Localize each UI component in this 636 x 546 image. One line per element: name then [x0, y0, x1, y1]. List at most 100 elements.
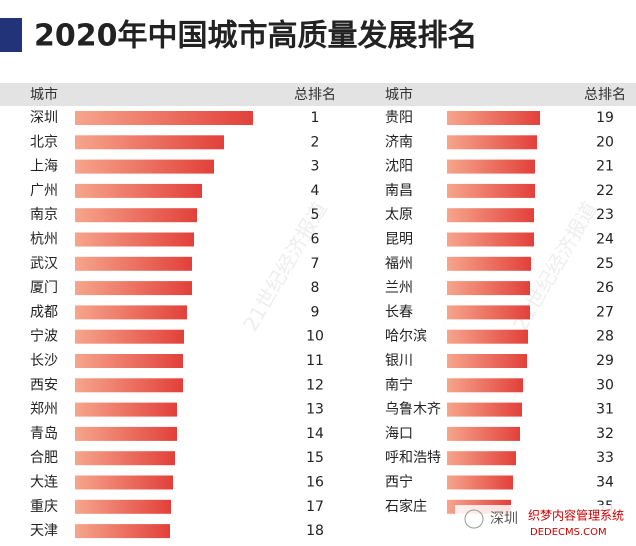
- column-header: 城市: [30, 86, 58, 103]
- bar: [447, 329, 528, 344]
- bar: [75, 499, 171, 514]
- bar: [75, 256, 192, 271]
- category-label: 成都: [30, 304, 58, 320]
- rank-label: 2: [311, 134, 320, 150]
- rank-label: 32: [596, 426, 614, 442]
- category-label: 杭州: [30, 232, 58, 248]
- category-label: 贵阳: [385, 110, 413, 126]
- header-band: [0, 83, 636, 106]
- bar: [75, 135, 224, 150]
- watermark-brand: 织梦内容管理系统: [528, 508, 624, 523]
- bar: [75, 159, 214, 174]
- bar: [75, 329, 184, 344]
- category-label: 南京: [30, 207, 58, 223]
- category-label: 郑州: [30, 402, 58, 418]
- category-label: 西宁: [385, 474, 413, 491]
- bar: [447, 183, 535, 198]
- bar: [447, 232, 534, 247]
- bar: [75, 378, 183, 393]
- category-label: 北京: [30, 134, 58, 150]
- bar: [75, 232, 194, 247]
- rank-label: 15: [306, 450, 324, 466]
- chart-title: 2020年中国城市高质量发展排名: [34, 19, 478, 54]
- category-label: 宁波: [30, 328, 58, 345]
- bar: [75, 208, 197, 223]
- bar: [447, 378, 523, 393]
- rank-label: 1: [311, 110, 320, 126]
- rank-label: 34: [596, 475, 614, 491]
- category-label: 乌鲁木齐: [385, 402, 441, 418]
- bar: [75, 111, 253, 125]
- rank-label: 12: [306, 377, 324, 393]
- category-label: 重庆: [30, 499, 58, 515]
- rank-label: 7: [311, 256, 320, 272]
- rank-label: 23: [596, 207, 614, 223]
- rank-label: 3: [311, 159, 320, 175]
- category-label: 上海: [30, 159, 58, 175]
- rank-label: 13: [306, 402, 324, 418]
- category-label: 济南: [385, 134, 413, 150]
- category-label: 合肥: [30, 450, 58, 466]
- category-label: 长沙: [30, 353, 58, 369]
- bar: [75, 183, 202, 198]
- category-label: 青岛: [30, 426, 58, 442]
- category-label: 长春: [385, 304, 413, 320]
- bar: [447, 281, 530, 296]
- rank-label: 26: [596, 280, 614, 296]
- bar: [75, 281, 192, 296]
- bar: [447, 426, 520, 441]
- rank-label: 9: [311, 304, 320, 320]
- rank-label: 24: [596, 232, 614, 248]
- rank-label: 18: [306, 523, 324, 539]
- rank-label: 29: [596, 353, 614, 369]
- bar: [447, 475, 513, 490]
- bar: [75, 354, 183, 368]
- category-label: 石家庄: [385, 498, 427, 515]
- bar: [75, 451, 175, 466]
- bar: [447, 111, 540, 125]
- rank-label: 21: [596, 159, 614, 175]
- bar: [75, 475, 173, 490]
- column-header: 总排名: [294, 87, 336, 103]
- watermark-bg: [455, 505, 636, 546]
- category-label: 太原: [385, 207, 413, 223]
- rank-label: 33: [596, 450, 614, 466]
- category-label: 南昌: [385, 183, 413, 199]
- rank-label: 14: [306, 426, 324, 442]
- rank-label: 8: [311, 280, 320, 296]
- rank-label: 16: [306, 475, 324, 491]
- bar: [447, 208, 534, 223]
- bar: [447, 354, 527, 368]
- bar: [447, 256, 531, 271]
- bar: [447, 451, 516, 466]
- category-label: 西安: [30, 377, 58, 393]
- category-label: 沈阳: [385, 159, 413, 175]
- category-label: 武汉: [30, 256, 58, 272]
- bar: [75, 402, 177, 417]
- category-label: 南宁: [385, 376, 413, 393]
- rank-label: 31: [596, 402, 614, 418]
- bar: [447, 135, 537, 150]
- rank-label: 20: [596, 134, 614, 150]
- category-label: 福州: [385, 256, 413, 272]
- rank-label: 10: [306, 329, 324, 345]
- category-label: 哈尔滨: [385, 329, 427, 345]
- column-header: 城市: [385, 86, 413, 103]
- watermark-icon: [464, 509, 484, 529]
- bar: [75, 426, 177, 441]
- column-header: 总排名: [584, 87, 626, 103]
- rank-label: 5: [311, 207, 320, 223]
- category-label: 广州: [30, 183, 58, 199]
- rank-label: 28: [596, 329, 614, 345]
- watermark-city: 深圳: [490, 511, 518, 527]
- category-label: 大连: [30, 475, 58, 491]
- category-label: 天津: [30, 523, 58, 539]
- category-label: 银川: [385, 353, 413, 369]
- watermark-site: DEDECMS.COM: [530, 527, 607, 538]
- category-label: 呼和浩特: [385, 450, 441, 466]
- category-label: 昆明: [385, 232, 413, 248]
- category-label: 海口: [385, 426, 413, 442]
- rank-label: 11: [306, 353, 324, 369]
- bar: [447, 402, 522, 417]
